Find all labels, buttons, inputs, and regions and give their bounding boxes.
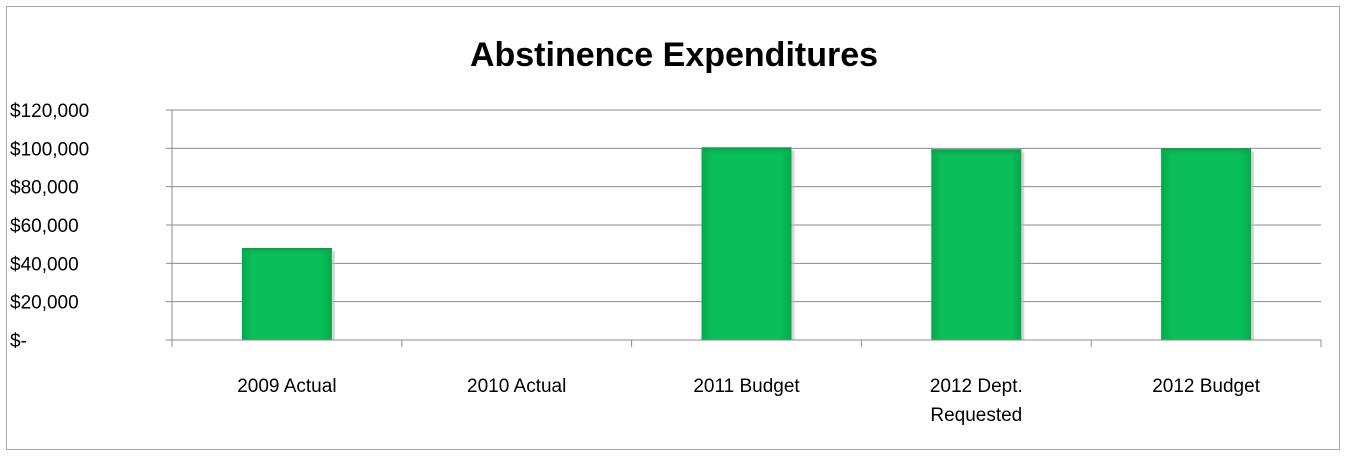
bar — [241, 248, 332, 340]
bar-top-bevel — [1161, 148, 1252, 157]
x-tick-label: 2012 Dept. Requested — [930, 376, 1023, 426]
chart-frame — [6, 6, 1340, 450]
bar-top-bevel — [931, 149, 1022, 158]
bar — [701, 147, 792, 340]
y-tick-label: $80,000 — [10, 178, 79, 199]
y-tick-label: $- — [10, 331, 27, 352]
bar — [1161, 148, 1252, 340]
y-axis-tick-labels: $- $20,000 $40,000 $60,000 $80,000 $100,000 $1… — [10, 101, 89, 352]
bar-top-bevel — [701, 147, 792, 156]
bars — [241, 147, 1255, 340]
y-tick-label: $100,000 — [10, 139, 89, 160]
x-tick-label: 2010 Actual — [467, 376, 566, 397]
bar — [931, 149, 1022, 340]
x-axis-tick-labels: 2009 Actual 2010 Actual 2011 Budget 2012 De… — [237, 376, 1260, 426]
y-tick-label: $120,000 — [10, 101, 89, 122]
chart-title: Abstinence Expenditures — [470, 36, 878, 74]
x-tick-label: 2009 Actual — [237, 376, 336, 397]
y-tick-label: $20,000 — [10, 293, 79, 314]
bar-top-bevel — [241, 248, 332, 256]
x-tick-label: 2012 Budget — [1152, 376, 1260, 397]
y-tick-label: $40,000 — [10, 254, 79, 275]
x-axis — [171, 110, 1322, 347]
y-tick-label: $60,000 — [10, 216, 79, 237]
x-tick-label: 2011 Budget — [693, 376, 800, 397]
